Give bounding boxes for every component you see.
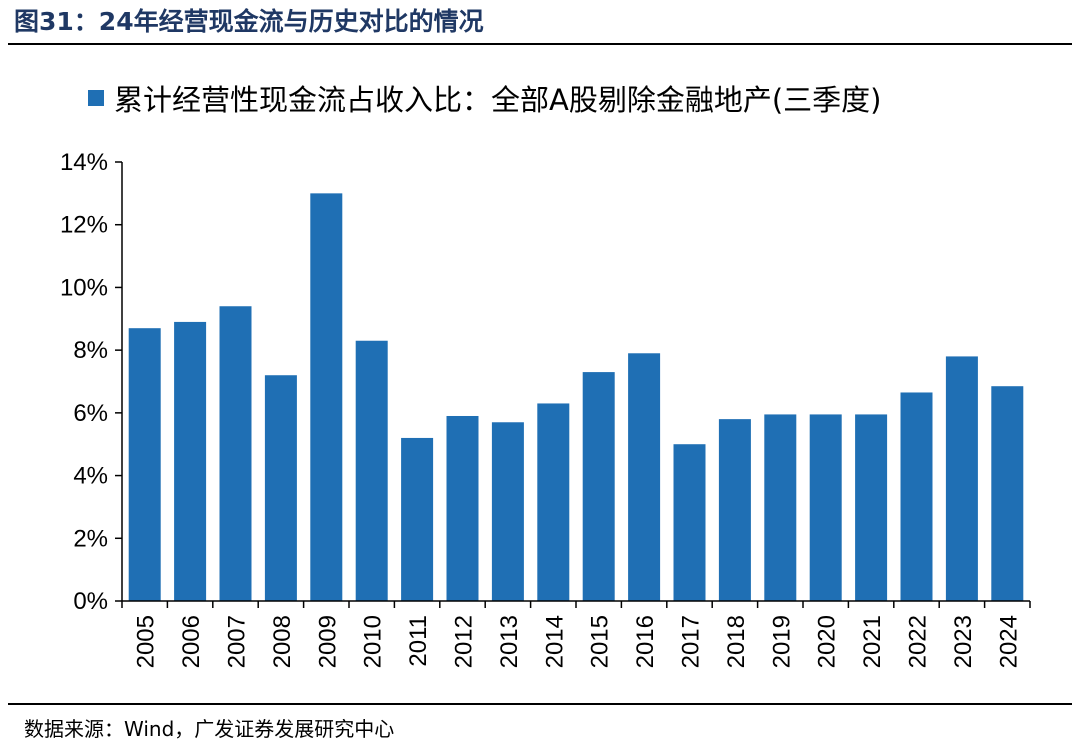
x-tick-label: 2005	[133, 615, 160, 668]
bar-2008	[264, 375, 297, 601]
y-tick-label: 2%	[73, 525, 108, 552]
bottom-rule	[8, 703, 1072, 705]
bar-2014	[537, 403, 570, 601]
x-tick-label: 2012	[451, 615, 478, 668]
y-tick-label: 8%	[73, 337, 108, 364]
x-tick-label: 2007	[224, 615, 251, 668]
bar-2010	[355, 340, 388, 601]
bar-2024	[991, 386, 1024, 601]
bar-2023	[945, 356, 978, 601]
bar-2016	[628, 353, 661, 601]
bar-2022	[900, 392, 933, 601]
top-rule	[8, 43, 1072, 45]
x-tick-label: 2009	[314, 615, 341, 668]
x-tick-label: 2011	[405, 615, 432, 667]
x-tick-label: 2010	[360, 615, 387, 668]
x-tick-label: 2014	[541, 615, 568, 668]
bar-2018	[718, 419, 751, 601]
x-tick-label: 2017	[678, 615, 705, 668]
figure-title: 图31：24年经营现金流与历史对比的情况	[14, 6, 484, 38]
bar-2006	[174, 321, 207, 601]
source-label: 数据来源：	[24, 717, 124, 741]
chart-legend: 累计经营性现金流占收入比：全部A股剔除金融地产(三季度)	[88, 78, 881, 118]
x-tick-label: 2021	[859, 615, 886, 668]
x-tick-label: 2015	[587, 615, 614, 668]
y-tick-label: 6%	[73, 400, 108, 427]
legend-label: 累计经营性现金流占收入比：全部A股剔除金融地产(三季度)	[114, 83, 882, 117]
bar-2019	[764, 414, 797, 601]
y-tick-label: 12%	[60, 212, 108, 239]
source-note: 数据来源：Wind，广发证券发展研究中心	[24, 713, 394, 742]
bar-2011	[401, 437, 434, 601]
legend-swatch	[88, 90, 104, 106]
y-tick-label: 10%	[60, 274, 108, 301]
bar-2020	[809, 414, 842, 601]
x-tick-label: 2023	[950, 615, 977, 668]
bar-2015	[582, 372, 615, 601]
x-tick-label: 2018	[723, 615, 750, 668]
bar-2012	[446, 415, 479, 601]
bar-2007	[219, 306, 252, 601]
y-tick-label: 0%	[73, 588, 108, 615]
bar-2013	[491, 422, 524, 601]
x-tick-label: 2019	[768, 615, 795, 668]
x-tick-label: 2020	[814, 615, 841, 668]
x-tick-label: 2008	[269, 615, 296, 668]
bar-2009	[310, 193, 343, 601]
y-tick-label: 4%	[73, 463, 108, 490]
x-tick-label: 2024	[995, 615, 1022, 668]
x-tick-label: 2022	[905, 615, 932, 668]
bar-2021	[855, 414, 888, 601]
x-tick-label: 2013	[496, 615, 523, 668]
figure-title-text: 24年经营现金流与历史对比的情况	[98, 7, 484, 36]
bar-2017	[673, 444, 706, 601]
figure-number: 图31：	[14, 7, 99, 36]
y-tick-label: 14%	[60, 149, 108, 176]
x-tick-label: 2006	[178, 615, 205, 668]
bar-2005	[128, 328, 161, 601]
x-tick-label: 2016	[632, 615, 659, 668]
source-text: Wind，广发证券发展研究中心	[124, 717, 395, 741]
